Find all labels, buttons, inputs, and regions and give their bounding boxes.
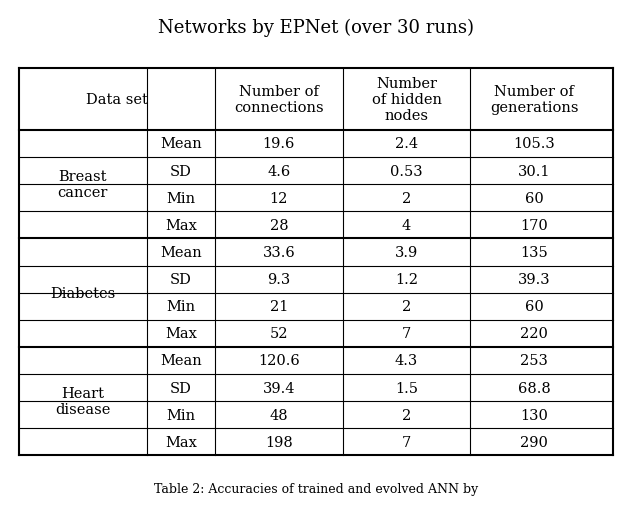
Text: Networks by EPNet (over 30 runs): Networks by EPNet (over 30 runs)	[158, 19, 474, 37]
Text: SD: SD	[170, 381, 191, 395]
Text: Min: Min	[166, 191, 195, 205]
Text: Max: Max	[165, 327, 197, 341]
Text: 7: 7	[402, 435, 411, 449]
Text: 7: 7	[402, 327, 411, 341]
Text: 21: 21	[270, 300, 288, 314]
Text: Number of
generations: Number of generations	[490, 84, 578, 115]
Text: 48: 48	[270, 408, 288, 422]
Text: Heart
disease: Heart disease	[55, 386, 111, 416]
Text: 52: 52	[270, 327, 288, 341]
Text: Max: Max	[165, 218, 197, 233]
Text: Data set: Data set	[86, 93, 148, 107]
Text: 39.3: 39.3	[518, 272, 550, 287]
Text: 120.6: 120.6	[258, 354, 300, 368]
Text: 0.53: 0.53	[391, 164, 423, 178]
Text: 19.6: 19.6	[263, 137, 295, 151]
Text: 4.3: 4.3	[395, 354, 418, 368]
Text: 2.4: 2.4	[395, 137, 418, 151]
Text: 130: 130	[520, 408, 549, 422]
Text: 2: 2	[402, 191, 411, 205]
Text: Mean: Mean	[160, 354, 202, 368]
Text: 30.1: 30.1	[518, 164, 550, 178]
Text: Min: Min	[166, 300, 195, 314]
Text: 105.3: 105.3	[513, 137, 555, 151]
Text: Max: Max	[165, 435, 197, 449]
Text: 220: 220	[520, 327, 549, 341]
Text: 28: 28	[270, 218, 288, 233]
Text: 253: 253	[520, 354, 549, 368]
Text: Diabetes: Diabetes	[50, 286, 116, 300]
Text: 9.3: 9.3	[267, 272, 291, 287]
Text: 3.9: 3.9	[395, 245, 418, 260]
Text: SD: SD	[170, 272, 191, 287]
Text: 68.8: 68.8	[518, 381, 550, 395]
Text: 198: 198	[265, 435, 293, 449]
Text: 1.2: 1.2	[395, 272, 418, 287]
Text: Number
of hidden
nodes: Number of hidden nodes	[372, 76, 442, 123]
Text: 60: 60	[525, 191, 544, 205]
Text: 290: 290	[520, 435, 549, 449]
Text: Table 2: Accuracies of trained and evolved ANN by: Table 2: Accuracies of trained and evolv…	[154, 482, 478, 495]
Text: SD: SD	[170, 164, 191, 178]
Text: Mean: Mean	[160, 245, 202, 260]
Text: 39.4: 39.4	[263, 381, 295, 395]
Text: Breast
cancer: Breast cancer	[58, 169, 108, 200]
Text: 33.6: 33.6	[262, 245, 295, 260]
Text: 135: 135	[520, 245, 548, 260]
Text: 170: 170	[520, 218, 548, 233]
Text: 4: 4	[402, 218, 411, 233]
Text: 2: 2	[402, 300, 411, 314]
Text: Min: Min	[166, 408, 195, 422]
Text: 2: 2	[402, 408, 411, 422]
Text: 60: 60	[525, 300, 544, 314]
Text: Mean: Mean	[160, 137, 202, 151]
Text: 12: 12	[270, 191, 288, 205]
Text: 4.6: 4.6	[267, 164, 291, 178]
Text: 1.5: 1.5	[395, 381, 418, 395]
Text: Number of
connections: Number of connections	[234, 84, 324, 115]
